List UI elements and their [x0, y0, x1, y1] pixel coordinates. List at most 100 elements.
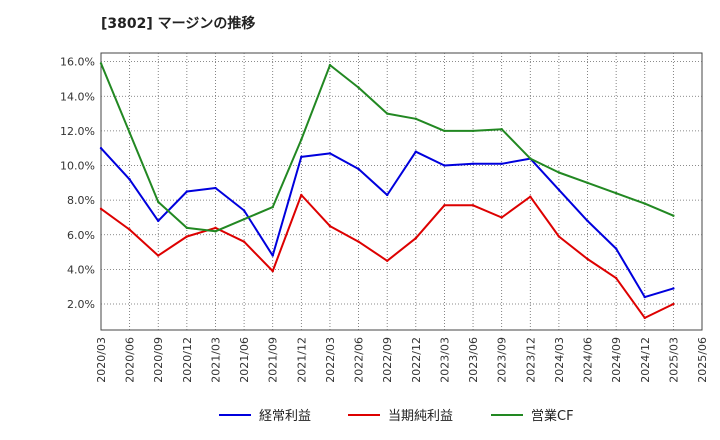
- data-point: [99, 62, 103, 65]
- data-point: [557, 188, 561, 191]
- x-tick-label: 2024/09: [610, 337, 623, 383]
- x-tick-label: 2020/09: [152, 337, 165, 383]
- data-point: [157, 200, 160, 204]
- gridlines: [101, 53, 702, 330]
- data-point: [443, 129, 446, 133]
- data-point: [614, 192, 618, 195]
- data-point: [529, 157, 532, 160]
- y-axis-ticks: 2.0% 4.0% 6.0% 8.0% 10.0% 12.0% 14.0% 16.0%: [60, 56, 95, 311]
- x-tick-label: 2021/06: [238, 337, 251, 383]
- data-point: [357, 240, 360, 243]
- data-point: [214, 230, 217, 233]
- data-point: [614, 247, 618, 250]
- data-point: [128, 131, 131, 134]
- x-tick-label: 2020/06: [124, 337, 137, 383]
- data-point: [185, 226, 189, 230]
- data-point: [414, 150, 418, 153]
- x-tick-label: 2023/06: [467, 337, 480, 383]
- series-lines: [99, 62, 675, 320]
- data-point: [157, 254, 160, 257]
- x-tick-label: 2023/03: [438, 337, 451, 383]
- legend-label: 当期純利益: [388, 409, 453, 424]
- plot-area: [100, 52, 703, 331]
- data-point: [128, 178, 131, 181]
- data-point: [414, 117, 418, 120]
- x-tick-label: 2024/06: [582, 337, 595, 383]
- data-point: [99, 147, 103, 150]
- data-point: [357, 167, 360, 171]
- data-point: [557, 171, 561, 174]
- data-point: [586, 219, 589, 223]
- y-tick-label: 10.0%: [60, 160, 95, 173]
- y-tick-label: 4.0%: [67, 263, 95, 276]
- x-tick-label: 2023/09: [496, 337, 509, 383]
- y-tick-label: 8.0%: [67, 194, 95, 207]
- data-point: [614, 276, 618, 280]
- legend: 経常利益 当期純利益 営業CF: [219, 408, 574, 424]
- data-point: [242, 218, 246, 221]
- x-tick-label: 2025/03: [667, 337, 680, 383]
- y-tick-label: 2.0%: [67, 298, 95, 311]
- x-tick-label: 2023/12: [524, 337, 537, 383]
- x-axis-ticks: 2020/03 2020/06 2020/09 2020/12 2021/03 2021/…: [95, 337, 709, 383]
- data-point: [271, 254, 274, 257]
- data-point: [157, 219, 160, 223]
- data-point: [99, 207, 103, 211]
- data-point: [672, 302, 675, 306]
- data-point: [471, 129, 475, 133]
- legend-label: 経常利益: [259, 409, 311, 424]
- x-tick-label: 2020/12: [181, 337, 194, 383]
- data-point: [300, 193, 303, 197]
- x-tick-label: 2020/03: [95, 337, 108, 383]
- data-point: [500, 216, 503, 219]
- data-point: [500, 127, 503, 131]
- x-tick-label: 2022/03: [324, 337, 337, 383]
- data-point: [443, 164, 446, 167]
- data-point: [185, 190, 189, 193]
- x-tick-label: 2021/09: [267, 337, 280, 383]
- y-tick-label: 16.0%: [60, 56, 95, 69]
- data-point: [529, 195, 532, 198]
- data-point: [586, 257, 589, 261]
- x-tick-label: 2024/12: [639, 337, 652, 383]
- data-point: [471, 204, 475, 207]
- x-tick-label: 2022/12: [410, 337, 423, 383]
- chart-title: [3802] マージンの推移: [101, 16, 256, 32]
- data-point: [672, 214, 675, 217]
- y-tick-label: 14.0%: [60, 90, 95, 103]
- data-point: [242, 209, 246, 212]
- x-tick-label: 2021/03: [209, 337, 222, 383]
- data-point: [385, 193, 389, 197]
- data-point: [385, 259, 389, 262]
- data-point: [443, 204, 446, 207]
- data-point: [414, 237, 418, 240]
- data-point: [643, 202, 646, 205]
- data-point: [214, 186, 217, 190]
- data-point: [643, 316, 646, 320]
- data-point: [185, 235, 189, 238]
- x-tick-label: 2024/03: [553, 337, 566, 383]
- y-tick-label: 6.0%: [67, 229, 95, 242]
- data-point: [328, 152, 332, 155]
- data-point: [557, 235, 561, 238]
- data-point: [271, 205, 274, 209]
- x-tick-label: 2022/06: [353, 337, 366, 383]
- data-point: [672, 287, 675, 290]
- x-tick-label: 2022/09: [381, 337, 394, 383]
- data-point: [471, 162, 475, 165]
- x-tick-label: 2025/06: [696, 337, 709, 383]
- data-point: [643, 295, 646, 299]
- data-point: [128, 228, 131, 231]
- data-point: [300, 155, 303, 159]
- data-point: [242, 240, 246, 243]
- data-point: [385, 112, 389, 115]
- y-tick-label: 12.0%: [60, 125, 95, 138]
- data-point: [586, 181, 589, 185]
- legend-label: 営業CF: [531, 408, 574, 424]
- data-point: [300, 138, 303, 141]
- x-tick-label: 2021/12: [295, 337, 308, 383]
- data-point: [328, 63, 332, 67]
- data-point: [328, 224, 332, 228]
- data-point: [271, 269, 274, 273]
